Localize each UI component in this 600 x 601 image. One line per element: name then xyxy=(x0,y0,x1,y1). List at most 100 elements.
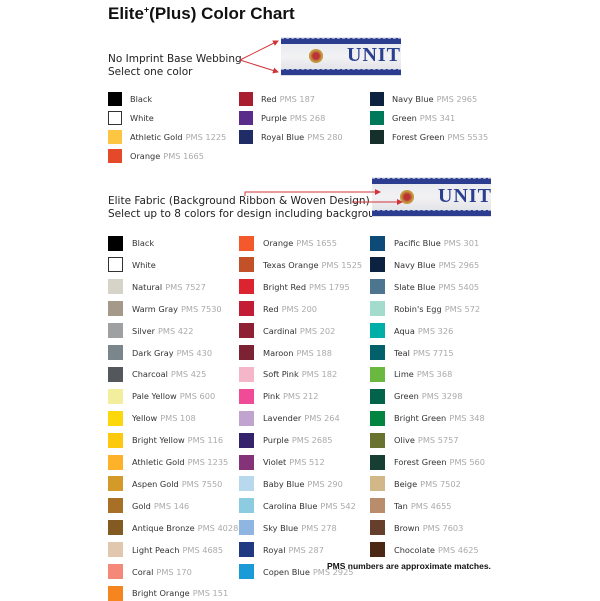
color-name: Soft Pink xyxy=(263,369,299,380)
pms-code: PMS 2925 xyxy=(312,566,354,577)
color-name: Olive xyxy=(394,435,415,446)
color-name: Bright Yellow xyxy=(132,435,185,446)
color-item-red: Red PMS 187 xyxy=(239,91,315,107)
color-swatch xyxy=(370,388,385,404)
color-swatch xyxy=(370,454,385,470)
color-swatch xyxy=(108,366,123,382)
color-item-royal-blue: Royal Blue PMS 280 xyxy=(239,129,343,145)
color-item-gold: Gold PMS 146 xyxy=(108,498,189,514)
color-swatch xyxy=(239,92,253,106)
color-swatch xyxy=(239,410,254,426)
color-swatch xyxy=(239,130,253,144)
color-swatch xyxy=(108,257,123,273)
pms-code: PMS 3298 xyxy=(421,391,463,402)
pms-code: PMS 290 xyxy=(307,478,343,489)
color-name: Sky Blue xyxy=(263,522,299,533)
color-name: Yellow xyxy=(132,413,158,424)
pms-code: PMS 7502 xyxy=(420,478,461,489)
color-item-bright-red: Bright Red PMS 1795 xyxy=(239,279,350,295)
pms-code: PMS 151 xyxy=(192,588,229,599)
color-item-chocolate: Chocolate PMS 4625 xyxy=(370,542,479,558)
pms-code: PMS 572 xyxy=(444,303,481,314)
color-item-olive: Olive PMS 5757 xyxy=(370,432,459,448)
color-name: Black xyxy=(130,94,153,104)
color-name: Forest Green xyxy=(392,132,445,142)
fabric-sample-image: UNIT xyxy=(372,177,491,217)
color-item-black: Black xyxy=(108,91,152,107)
pms-code: PMS 182 xyxy=(301,369,338,380)
color-swatch xyxy=(239,366,254,382)
pms-code: PMS 301 xyxy=(443,238,480,248)
color-item-charcoal: Charcoal PMS 425 xyxy=(108,366,206,382)
pms-code: PMS 600 xyxy=(179,391,216,402)
pms-code: PMS 7550 xyxy=(181,478,223,489)
pms-code: PMS 280 xyxy=(307,132,343,142)
pms-code: PMS 268 xyxy=(289,113,326,123)
color-name: Teal xyxy=(394,347,410,358)
color-name: Coral xyxy=(132,566,154,577)
color-swatch xyxy=(239,432,254,448)
color-item-coral: Coral PMS 170 xyxy=(108,564,192,580)
color-item-lime: Lime PMS 368 xyxy=(370,366,452,382)
color-name: Royal Blue xyxy=(261,132,305,142)
pms-code: PMS 1665 xyxy=(163,151,204,161)
color-swatch xyxy=(239,476,254,492)
color-swatch xyxy=(108,520,123,536)
color-item-lavender: Lavender PMS 264 xyxy=(239,410,340,426)
pms-code: PMS 542 xyxy=(320,500,356,511)
color-name: Slate Blue xyxy=(394,281,436,292)
pms-code: PMS 2685 xyxy=(291,435,333,446)
color-item-green: Green PMS 341 xyxy=(370,110,455,126)
color-item-bright-yellow: Bright Yellow PMS 116 xyxy=(108,432,223,448)
color-item-baby-blue: Baby Blue PMS 290 xyxy=(239,476,343,492)
color-swatch xyxy=(239,235,254,251)
color-item-black: Black xyxy=(108,235,154,251)
color-name: Texas Orange xyxy=(263,259,319,270)
color-swatch xyxy=(108,388,123,404)
color-swatch xyxy=(239,520,254,536)
color-name: Forest Green xyxy=(394,457,447,467)
color-item-pale-yellow: Pale Yellow PMS 600 xyxy=(108,388,215,404)
color-name: Warm Gray xyxy=(132,303,178,314)
color-item-violet: Violet PMS 512 xyxy=(239,454,325,470)
footnote: PMS numbers are approximate matches. xyxy=(327,561,491,571)
pms-code: PMS 7530 xyxy=(180,303,222,314)
color-name: Silver xyxy=(132,325,155,336)
color-swatch xyxy=(370,432,385,448)
color-item-texas-orange: Texas Orange PMS 1525 xyxy=(239,257,362,273)
color-name: Brown xyxy=(394,522,420,533)
pms-code: PMS 287 xyxy=(288,544,324,555)
pms-code: PMS 202 xyxy=(299,325,336,336)
color-name: Purple xyxy=(263,435,289,446)
color-swatch xyxy=(370,301,385,317)
color-swatch xyxy=(370,130,384,144)
color-swatch xyxy=(239,323,254,339)
color-name: Aspen Gold xyxy=(132,478,179,489)
color-item-antique-bronze: Antique Bronze PMS 4028 xyxy=(108,520,238,536)
color-item-white: White xyxy=(108,110,154,126)
pms-code: PMS 422 xyxy=(158,325,194,336)
pms-code: PMS 264 xyxy=(304,413,340,424)
pms-code: PMS 5757 xyxy=(417,435,459,446)
color-name: Carolina Blue xyxy=(263,500,318,511)
color-swatch xyxy=(370,279,385,295)
pms-code: PMS 348 xyxy=(449,413,485,424)
pms-code: PMS 2965 xyxy=(436,94,478,104)
color-swatch xyxy=(370,410,385,426)
color-swatch xyxy=(370,111,384,125)
color-name: Cardinal xyxy=(263,325,297,336)
pms-code: PMS 116 xyxy=(187,435,224,446)
color-swatch xyxy=(108,454,123,470)
webbing-sample-text: UNIT xyxy=(347,44,401,66)
color-swatch xyxy=(108,476,123,492)
color-name: Antique Bronze xyxy=(132,522,195,533)
color-item-robin-s-egg: Robin's Egg PMS 572 xyxy=(370,301,480,317)
color-name: White xyxy=(132,259,156,270)
color-swatch xyxy=(108,564,123,579)
color-item-athletic-gold: Athletic Gold PMS 1225 xyxy=(108,129,226,145)
color-item-sky-blue: Sky Blue PMS 278 xyxy=(239,520,337,536)
color-name: Pale Yellow xyxy=(132,391,177,402)
arrow-line xyxy=(239,59,279,74)
color-item-aqua: Aqua PMS 326 xyxy=(370,323,453,339)
color-swatch xyxy=(108,585,123,601)
